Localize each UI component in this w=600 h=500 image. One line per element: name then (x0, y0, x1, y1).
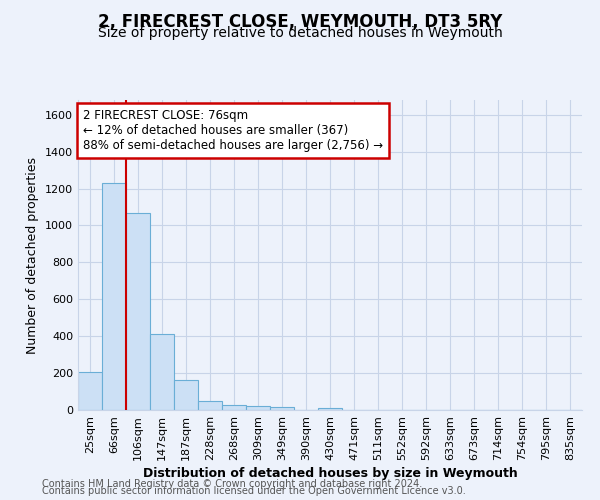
Bar (78, 372, 102, 410)
Text: 2, FIRECREST CLOSE, WEYMOUTH, DT3 5RY: 2, FIRECREST CLOSE, WEYMOUTH, DT3 5RY (98, 12, 502, 30)
Bar (102, 183, 126, 410)
Text: Contains public sector information licensed under the Open Government Licence v3: Contains public sector information licen… (42, 486, 466, 496)
Bar (198, 401, 222, 410)
Bar (222, 405, 246, 410)
Text: Distribution of detached houses by size in Weymouth: Distribution of detached houses by size … (143, 467, 517, 480)
Bar (246, 406, 270, 410)
Text: Contains HM Land Registry data © Crown copyright and database right 2024.: Contains HM Land Registry data © Crown c… (42, 479, 422, 489)
Bar (174, 380, 198, 410)
Text: 2 FIRECREST CLOSE: 76sqm
← 12% of detached houses are smaller (367)
88% of semi-: 2 FIRECREST CLOSE: 76sqm ← 12% of detach… (83, 110, 383, 152)
Y-axis label: Number of detached properties: Number of detached properties (26, 156, 40, 354)
Bar (126, 212, 150, 410)
Bar (318, 408, 342, 410)
Text: Size of property relative to detached houses in Weymouth: Size of property relative to detached ho… (98, 26, 502, 40)
Bar (270, 407, 294, 410)
Bar (150, 334, 174, 410)
